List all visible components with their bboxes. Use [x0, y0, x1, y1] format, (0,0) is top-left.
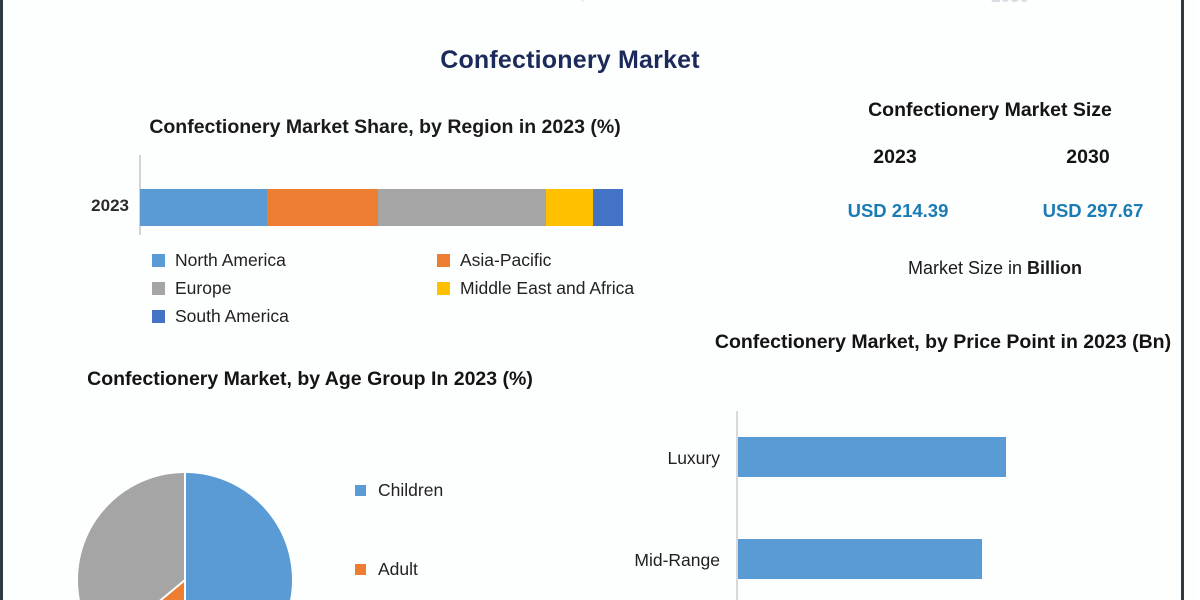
- region-chart-title: Confectionery Market Share, by Region in…: [149, 116, 621, 138]
- market-size-value-2030: USD 297.67: [1042, 200, 1144, 221]
- age-group-pie-wrapper: [78, 473, 292, 600]
- market-size-year-2023: 2023: [873, 146, 917, 168]
- age-group-chart-title: Confectionery Market, by Age Group In 20…: [87, 368, 533, 390]
- price-point-chart-axis: [736, 411, 738, 600]
- legend-swatch-icon: [152, 254, 165, 267]
- region-bar-segment-south-america: [593, 189, 623, 226]
- region-bar-segment-north-america: [140, 189, 268, 226]
- legend-item-label: Asia-Pacific: [460, 250, 552, 270]
- market-size-value-2023: USD 214.39: [847, 200, 949, 221]
- legend-item: Asia-Pacific: [437, 250, 717, 271]
- frame-border-left: [0, 0, 3, 600]
- legend-item: North America: [152, 250, 437, 271]
- legend-swatch-icon: [152, 282, 165, 295]
- market-size-note-unit: Billion: [1027, 258, 1083, 278]
- pie-slice-separator: [184, 473, 186, 580]
- legend-swatch-icon: [152, 310, 165, 323]
- legend-item-label: Middle East and Africa: [460, 278, 635, 298]
- region-bar-segment-middle-east-and-africa: [546, 189, 594, 226]
- price-point-bar-mid-range: [738, 539, 983, 579]
- frame-border-right: [1181, 0, 1184, 600]
- region-chart-legend: North America Asia-Pacific Europe Middle Ea…: [152, 250, 712, 327]
- region-chart-category-label: 2023: [91, 196, 129, 215]
- legend-swatch-icon: [437, 254, 450, 267]
- pie-slice-separator: [184, 580, 186, 600]
- price-point-bar-label: Luxury: [667, 448, 720, 468]
- clipped-top-text: Confectionery Market Overview: [430, 0, 770, 3]
- frame-border-right-outer: [1196, 0, 1200, 600]
- legend-item: Europe: [152, 278, 437, 299]
- legend-swatch-icon: [355, 485, 366, 496]
- legend-item: Children: [355, 480, 545, 501]
- legend-item-label: Europe: [175, 278, 232, 298]
- legend-swatch-icon: [355, 564, 366, 575]
- legend-item-label: Children: [378, 480, 444, 500]
- legend-item: South America: [152, 306, 437, 327]
- market-size-year-2030: 2030: [1066, 146, 1110, 168]
- market-size-note: Market Size in Billion: [820, 258, 1170, 279]
- page-title: Confectionery Market: [440, 46, 700, 74]
- market-size-title: Confectionery Market Size: [868, 99, 1112, 121]
- age-group-chart-legend: Children Adult: [355, 480, 545, 600]
- clipped-top-right-text: 2030: [940, 0, 1080, 7]
- legend-item-label: South America: [175, 306, 289, 326]
- legend-swatch-icon: [437, 282, 450, 295]
- legend-item-label: Adult: [378, 559, 418, 579]
- price-point-bar-luxury: [738, 437, 1007, 477]
- price-point-chart-title: Confectionery Market, by Price Point in …: [714, 331, 1172, 353]
- market-size-note-prefix: Market Size in: [907, 258, 1028, 278]
- price-point-bar-label: Mid-Range: [634, 550, 720, 570]
- region-stacked-bar: [140, 189, 623, 226]
- region-bar-segment-asia-pacific: [267, 189, 379, 226]
- legend-item: Adult: [355, 559, 545, 580]
- legend-item: Middle East and Africa: [437, 278, 717, 299]
- legend-item-label: North America: [175, 250, 286, 270]
- region-bar-segment-europe: [378, 189, 547, 226]
